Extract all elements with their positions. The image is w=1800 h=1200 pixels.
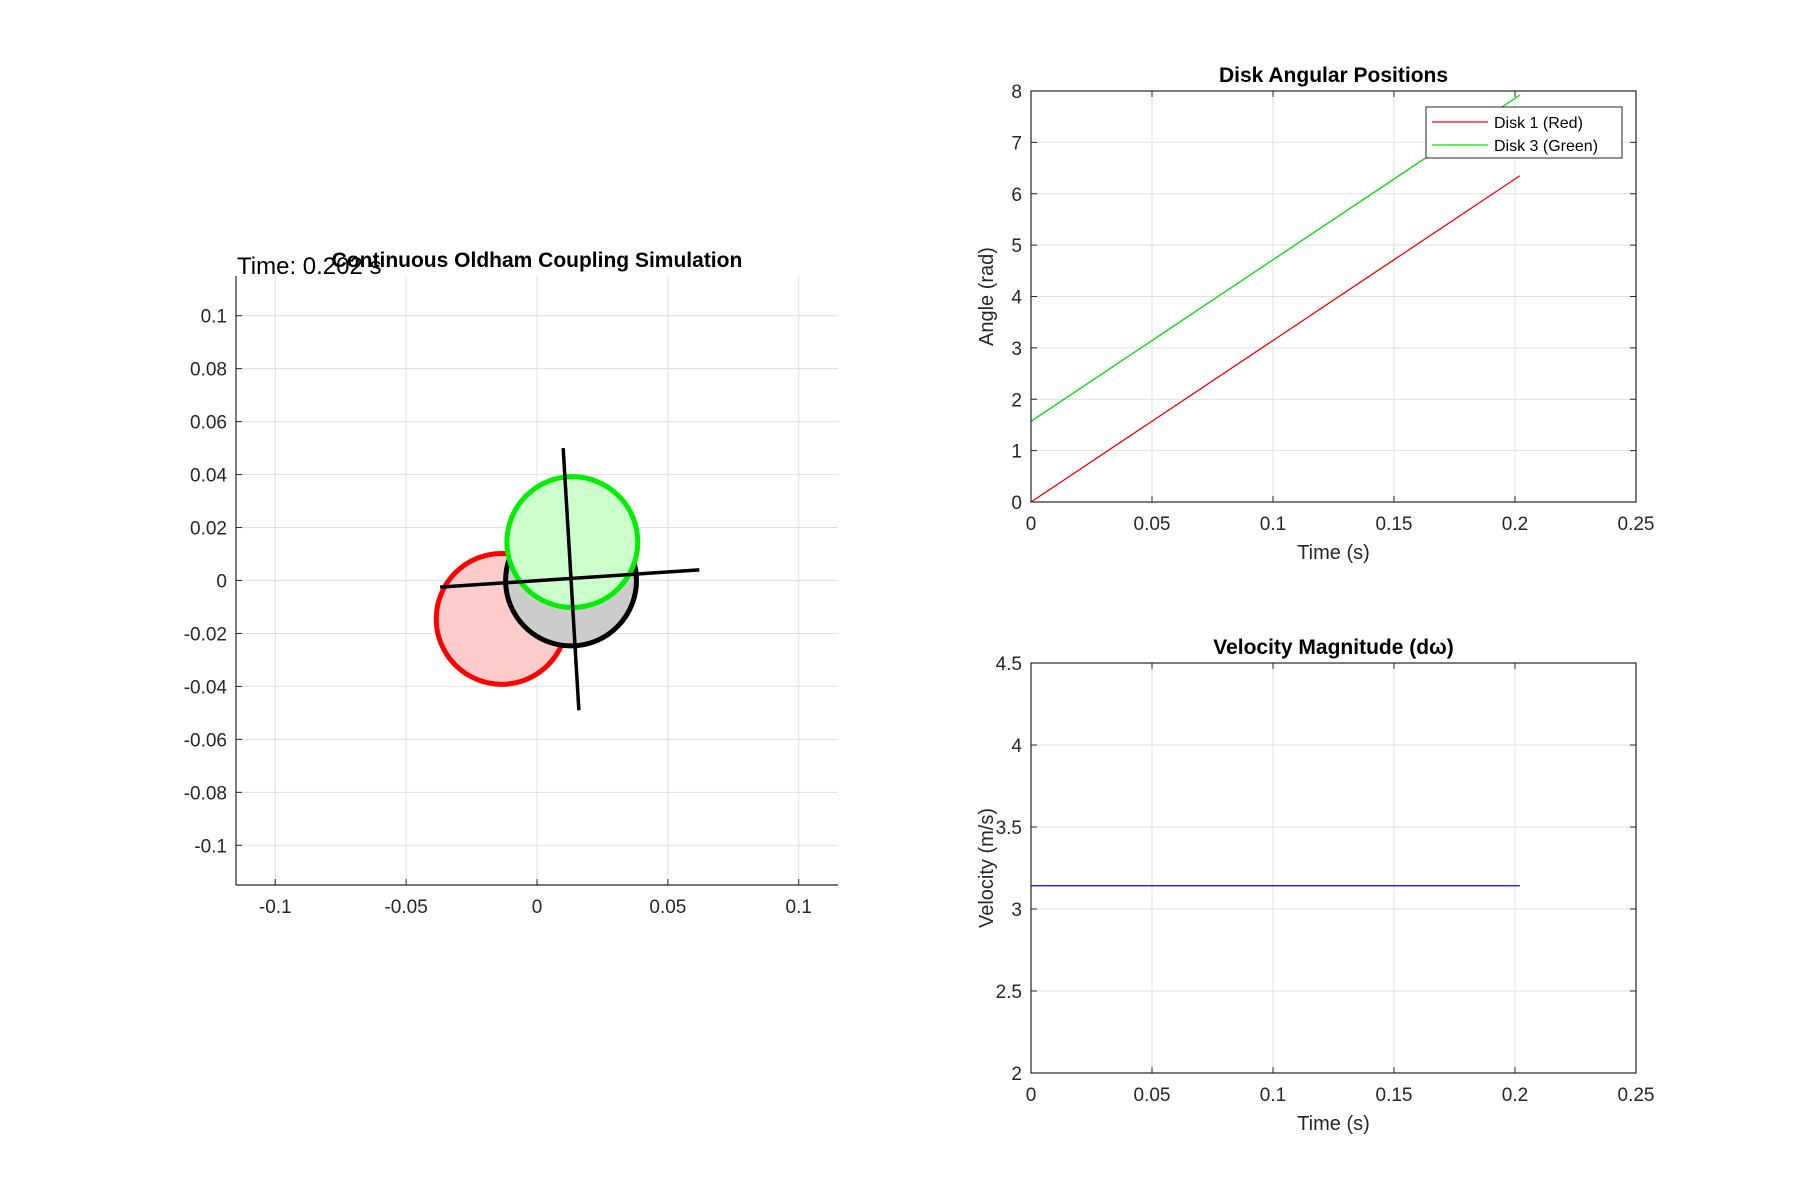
- x-tick-label: 0: [1026, 1085, 1037, 1106]
- x-tick-label: 0.05: [1134, 514, 1171, 535]
- x-tick-label: -0.1: [259, 897, 292, 918]
- y-tick-label: -0.1: [194, 836, 227, 857]
- y-tick-label: 4: [1011, 736, 1022, 757]
- velocity-axes: 0 0.05 0.1 0.15 0.2 0.25 2 2.5 3 3.5 4 4.5 Velocity…: [976, 636, 1654, 1135]
- simulation-axes: -0.1 -0.05 0 0.05 0.1 0.1 0.08 0.06 0.04 0.02 0 -0.…: [184, 249, 838, 918]
- x-tick-label: 0.1: [786, 897, 812, 918]
- y-tick-label: 0.04: [190, 466, 227, 487]
- y-tick-label: 1: [1011, 442, 1022, 463]
- angle-axes: 0 0.05 0.1 0.15 0.2 0.25 0 1 2 3 4 5 6 7 8 Disk Angula…: [976, 64, 1654, 564]
- x-tick-label: 0.1: [1260, 514, 1286, 535]
- y-tick-label: 2: [1011, 1064, 1022, 1085]
- y-tick-label: 3: [1011, 900, 1022, 921]
- x-tick-label: -0.05: [384, 897, 427, 918]
- angle-legend: Disk 1 (Red) Disk 3 (Green): [1425, 106, 1623, 159]
- axes-box: [1030, 662, 1637, 1074]
- y-tick-label: 4.5: [996, 654, 1022, 675]
- y-tick-label: 2.5: [996, 982, 1022, 1003]
- y-tick-label: -0.08: [184, 783, 227, 804]
- angle-ylabel: Angle (rad): [976, 247, 998, 346]
- legend-label-disk-3: Disk 3 (Green): [1494, 138, 1598, 155]
- y-tick-label: 4: [1011, 288, 1022, 309]
- y-tick-label: -0.06: [184, 730, 227, 751]
- x-tick-label: 0.05: [649, 897, 686, 918]
- y-tick-label: 3: [1011, 339, 1022, 360]
- y-tick-label: 0.08: [190, 360, 227, 381]
- y-tick-label: 7: [1011, 133, 1022, 154]
- velocity-ylabel: Velocity (m/s): [976, 808, 998, 928]
- x-tick-label: 0: [532, 897, 543, 918]
- y-tick-label: -0.04: [184, 677, 228, 698]
- axes-box: [1030, 90, 1637, 503]
- time-annotation: Time: 0.202 s: [237, 253, 382, 280]
- y-tick-label: 0.06: [190, 413, 227, 434]
- y-tick-label: 5: [1011, 236, 1022, 257]
- series-line-0: [1031, 175, 1521, 502]
- y-tick-label: 8: [1011, 82, 1022, 103]
- y-tick-label: 0: [1011, 493, 1022, 514]
- angle-xlabel: Time (s): [1297, 542, 1370, 564]
- x-tick-label: 0.25: [1618, 1085, 1655, 1106]
- velocity-xlabel: Time (s): [1297, 1113, 1370, 1135]
- x-tick-label: 0.25: [1618, 514, 1655, 535]
- legend-box: [1425, 106, 1623, 159]
- x-tick-label: 0.1: [1260, 1085, 1286, 1106]
- x-tick-label: 0.05: [1134, 1085, 1171, 1106]
- velocity-title: Velocity Magnitude (dω): [1213, 636, 1454, 659]
- y-tick-label: -0.02: [184, 624, 227, 645]
- slot-line-vertical: [561, 448, 581, 711]
- simulation-title: Continuous Oldham Coupling Simulation: [332, 249, 743, 272]
- y-tick-label: 2: [1011, 390, 1022, 411]
- y-tick-label: 0.1: [201, 307, 227, 328]
- angle-title: Disk Angular Positions: [1219, 64, 1448, 87]
- y-tick-label: 0: [216, 572, 227, 593]
- y-tick-label: 6: [1011, 185, 1022, 206]
- x-tick-label: 0.15: [1376, 1085, 1413, 1106]
- legend-label-disk-1: Disk 1 (Red): [1494, 115, 1583, 132]
- x-tick-label: 0.2: [1502, 1085, 1528, 1106]
- y-tick-label: 3.5: [996, 818, 1022, 839]
- x-tick-label: 0: [1026, 514, 1037, 535]
- x-tick-label: 0.2: [1502, 514, 1528, 535]
- y-tick-label: 0.02: [190, 519, 227, 540]
- x-tick-label: 0.15: [1376, 514, 1413, 535]
